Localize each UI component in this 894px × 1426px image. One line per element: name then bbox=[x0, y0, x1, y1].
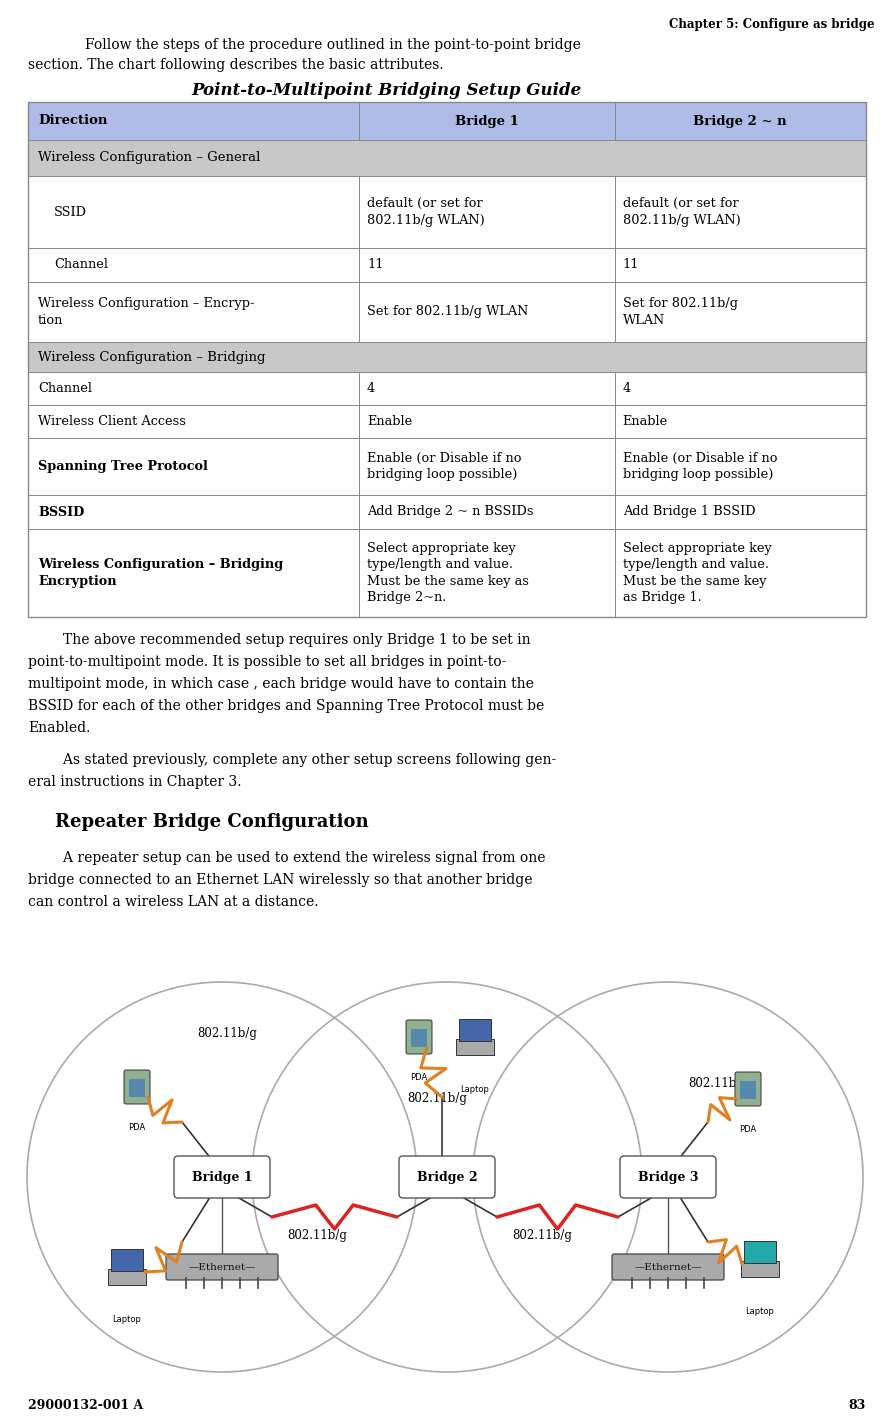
FancyBboxPatch shape bbox=[735, 1072, 761, 1107]
Text: Direction: Direction bbox=[38, 114, 107, 127]
Bar bbox=[28, 103, 866, 617]
Bar bbox=[28, 372, 866, 405]
Text: —Ethernet—: —Ethernet— bbox=[189, 1262, 256, 1272]
FancyBboxPatch shape bbox=[108, 1269, 146, 1285]
FancyBboxPatch shape bbox=[399, 1156, 495, 1198]
Text: 802.11b/g: 802.11b/g bbox=[197, 1027, 257, 1040]
Text: Repeater Bridge Configuration: Repeater Bridge Configuration bbox=[55, 813, 368, 831]
Text: 29000132-001 A: 29000132-001 A bbox=[28, 1399, 143, 1412]
FancyBboxPatch shape bbox=[456, 1040, 494, 1055]
Bar bbox=[411, 1030, 427, 1047]
Text: multipoint mode, in which case , each bridge would have to contain the: multipoint mode, in which case , each br… bbox=[28, 677, 534, 692]
Text: As stated previously, complete any other setup screens following gen-: As stated previously, complete any other… bbox=[28, 753, 556, 767]
Text: eral instructions in Chapter 3.: eral instructions in Chapter 3. bbox=[28, 774, 241, 789]
FancyBboxPatch shape bbox=[124, 1070, 150, 1104]
Text: 11: 11 bbox=[367, 258, 384, 271]
Bar bbox=[28, 248, 866, 282]
Text: Bridge 1: Bridge 1 bbox=[455, 114, 519, 127]
Text: Follow the steps of the procedure outlined in the point-to-point bridge: Follow the steps of the procedure outlin… bbox=[50, 39, 581, 51]
Text: Chapter 5: Configure as bridge: Chapter 5: Configure as bridge bbox=[670, 19, 875, 31]
Bar bbox=[28, 438, 866, 495]
Text: Channel: Channel bbox=[38, 382, 92, 395]
Text: Wireless Configuration – Bridging: Wireless Configuration – Bridging bbox=[38, 351, 266, 364]
Text: SSID: SSID bbox=[54, 205, 87, 218]
FancyBboxPatch shape bbox=[744, 1241, 776, 1263]
Text: 4: 4 bbox=[367, 382, 375, 395]
Bar bbox=[28, 175, 866, 248]
Text: Enable (or Disable if no
bridging loop possible): Enable (or Disable if no bridging loop p… bbox=[367, 452, 521, 481]
Text: PDA: PDA bbox=[410, 1072, 427, 1082]
Text: 83: 83 bbox=[848, 1399, 866, 1412]
Text: Bridge 3: Bridge 3 bbox=[637, 1171, 698, 1184]
Text: Bridge 1: Bridge 1 bbox=[191, 1171, 252, 1184]
Text: Bridge 2: Bridge 2 bbox=[417, 1171, 477, 1184]
Text: Wireless Configuration – Bridging
Encryption: Wireless Configuration – Bridging Encryp… bbox=[38, 558, 283, 588]
Text: Enable: Enable bbox=[367, 415, 412, 428]
Text: Wireless Configuration – General: Wireless Configuration – General bbox=[38, 151, 260, 164]
Text: The above recommended setup requires only Bridge 1 to be set in: The above recommended setup requires onl… bbox=[28, 633, 531, 647]
Bar bbox=[129, 1079, 145, 1097]
FancyBboxPatch shape bbox=[111, 1249, 143, 1271]
FancyBboxPatch shape bbox=[612, 1253, 724, 1281]
FancyBboxPatch shape bbox=[166, 1253, 278, 1281]
Text: Spanning Tree Protocol: Spanning Tree Protocol bbox=[38, 461, 208, 473]
FancyBboxPatch shape bbox=[620, 1156, 716, 1198]
FancyBboxPatch shape bbox=[174, 1156, 270, 1198]
Text: Laptop: Laptop bbox=[746, 1308, 774, 1316]
Text: point-to-multipoint mode. It is possible to set all bridges in point-to-: point-to-multipoint mode. It is possible… bbox=[28, 655, 506, 669]
Text: Channel: Channel bbox=[54, 258, 108, 271]
Text: —Ethernet—: —Ethernet— bbox=[634, 1262, 702, 1272]
Text: Enable (or Disable if no
bridging loop possible): Enable (or Disable if no bridging loop p… bbox=[622, 452, 777, 481]
Text: Wireless Configuration – Encryp-
tion: Wireless Configuration – Encryp- tion bbox=[38, 297, 255, 327]
Bar bbox=[28, 495, 866, 529]
Text: Set for 802.11b/g
WLAN: Set for 802.11b/g WLAN bbox=[622, 297, 738, 327]
Bar bbox=[28, 103, 866, 140]
FancyBboxPatch shape bbox=[741, 1261, 779, 1278]
Text: default (or set for
802.11b/g WLAN): default (or set for 802.11b/g WLAN) bbox=[367, 197, 485, 227]
Text: PDA: PDA bbox=[129, 1124, 146, 1132]
Text: default (or set for
802.11b/g WLAN): default (or set for 802.11b/g WLAN) bbox=[622, 197, 740, 227]
Text: 802.11b/g: 802.11b/g bbox=[688, 1077, 748, 1089]
Text: Select appropriate key
type/length and value.
Must be the same key as
Bridge 2~n: Select appropriate key type/length and v… bbox=[367, 542, 529, 605]
Text: Enabled.: Enabled. bbox=[28, 722, 90, 734]
Text: Point-to-Multipoint Bridging Setup Guide: Point-to-Multipoint Bridging Setup Guide bbox=[192, 83, 582, 98]
Text: 11: 11 bbox=[622, 258, 639, 271]
Text: 4: 4 bbox=[622, 382, 631, 395]
Bar bbox=[28, 282, 866, 342]
Text: section. The chart following describes the basic attributes.: section. The chart following describes t… bbox=[28, 58, 443, 71]
Bar bbox=[28, 342, 866, 372]
Bar bbox=[28, 529, 866, 617]
Text: Set for 802.11b/g WLAN: Set for 802.11b/g WLAN bbox=[367, 305, 528, 318]
Text: can control a wireless LAN at a distance.: can control a wireless LAN at a distance… bbox=[28, 896, 318, 908]
Text: 802.11b/g: 802.11b/g bbox=[287, 1229, 347, 1242]
Text: A repeater setup can be used to extend the wireless signal from one: A repeater setup can be used to extend t… bbox=[28, 851, 545, 866]
FancyBboxPatch shape bbox=[459, 1020, 491, 1041]
Text: PDA: PDA bbox=[739, 1125, 756, 1134]
Text: 802.11b/g: 802.11b/g bbox=[512, 1229, 572, 1242]
Text: bridge connected to an Ethernet LAN wirelessly so that another bridge: bridge connected to an Ethernet LAN wire… bbox=[28, 873, 533, 887]
Text: BSSID: BSSID bbox=[38, 505, 84, 519]
Bar bbox=[740, 1081, 756, 1099]
Text: Laptop: Laptop bbox=[460, 1085, 489, 1094]
Text: Laptop: Laptop bbox=[113, 1315, 141, 1323]
Text: Bridge 2 ~ n: Bridge 2 ~ n bbox=[694, 114, 787, 127]
Text: Add Bridge 1 BSSID: Add Bridge 1 BSSID bbox=[622, 505, 755, 519]
Text: Add Bridge 2 ~ n BSSIDs: Add Bridge 2 ~ n BSSIDs bbox=[367, 505, 534, 519]
Bar bbox=[28, 405, 866, 438]
Bar bbox=[28, 140, 866, 175]
Text: Wireless Client Access: Wireless Client Access bbox=[38, 415, 186, 428]
Text: BSSID for each of the other bridges and Spanning Tree Protocol must be: BSSID for each of the other bridges and … bbox=[28, 699, 544, 713]
Text: Enable: Enable bbox=[622, 415, 668, 428]
Text: Select appropriate key
type/length and value.
Must be the same key
as Bridge 1.: Select appropriate key type/length and v… bbox=[622, 542, 772, 605]
FancyBboxPatch shape bbox=[406, 1020, 432, 1054]
Text: 802.11b/g: 802.11b/g bbox=[407, 1092, 467, 1105]
